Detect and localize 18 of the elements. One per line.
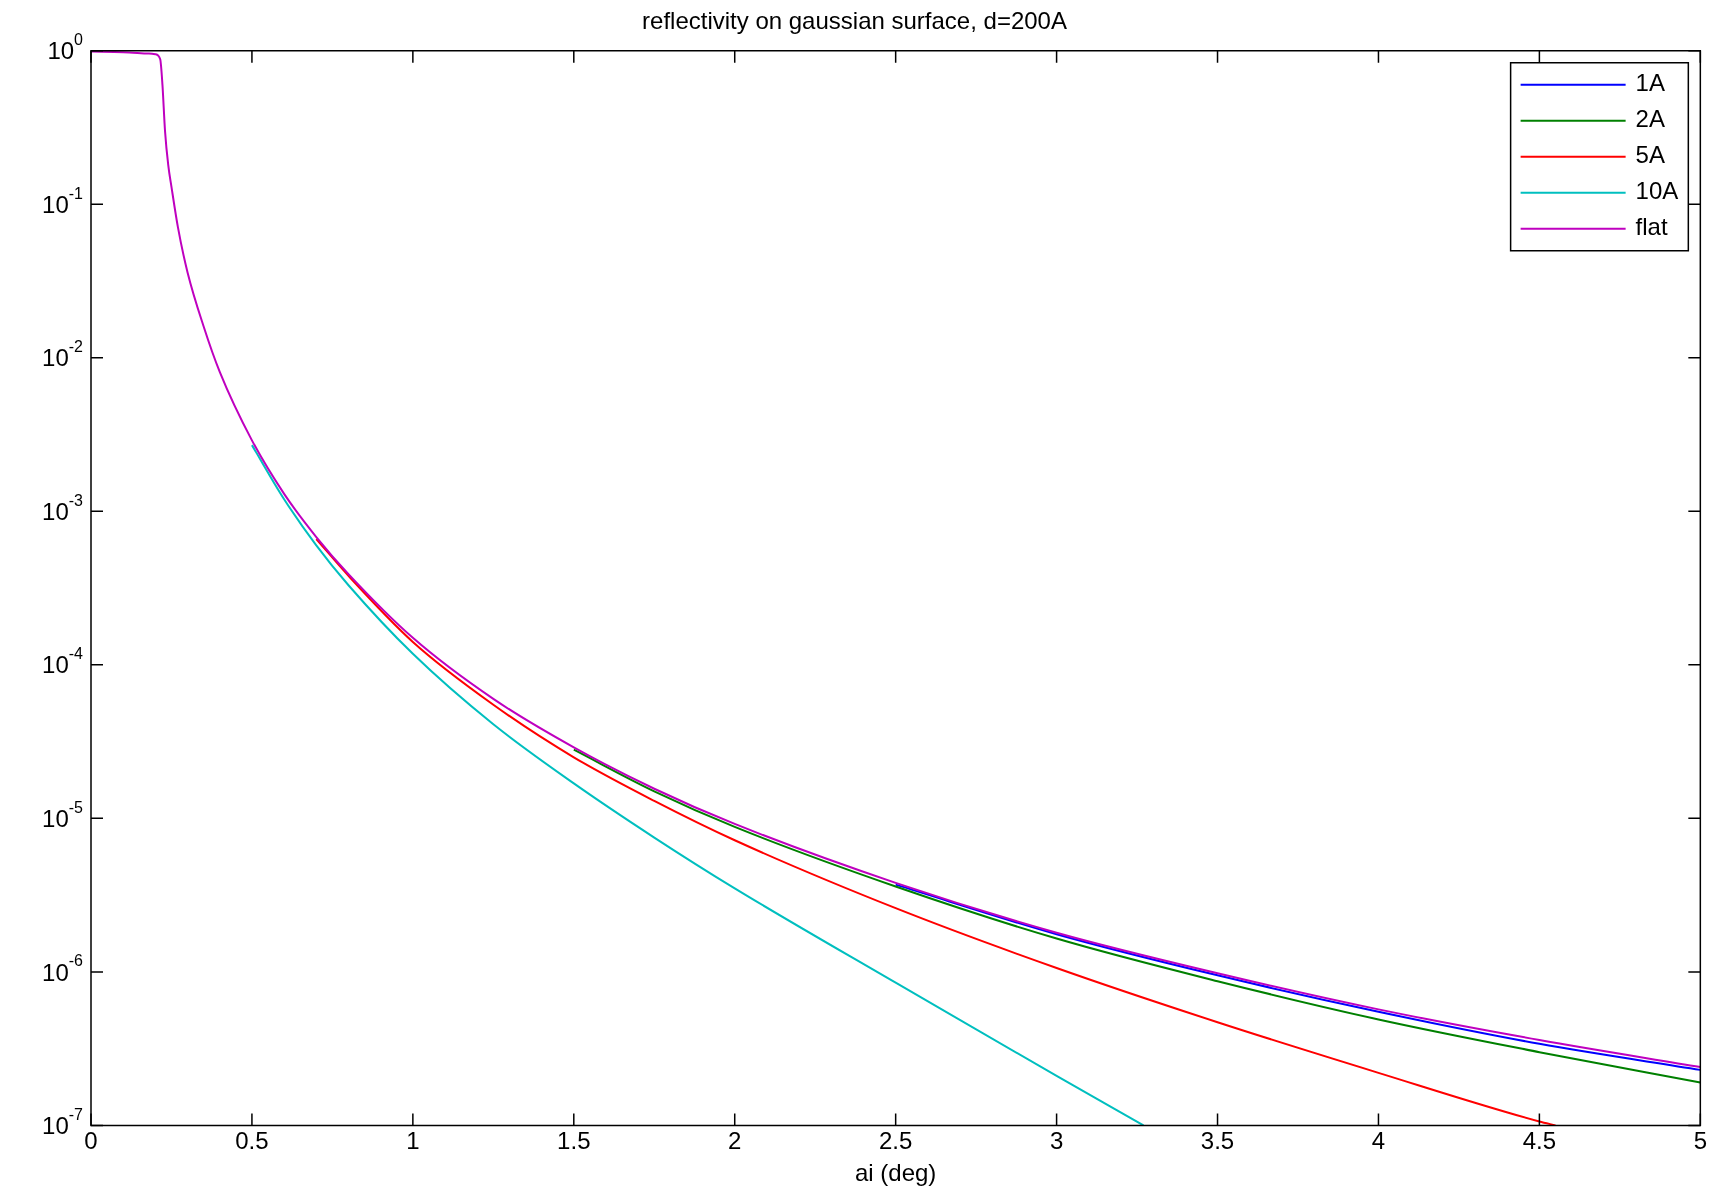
legend-label: 2A <box>1635 105 1665 133</box>
x-tick-label: 2 <box>728 1127 742 1155</box>
x-tick-label: 3.5 <box>1200 1127 1235 1155</box>
x-axis-title: ai (deg) <box>854 1159 937 1187</box>
x-tick-label: 3 <box>1049 1127 1064 1155</box>
x-tick-label: 4 <box>1371 1127 1386 1155</box>
legend-label: 1A <box>1635 69 1665 97</box>
x-tick-label: 1.5 <box>557 1127 591 1155</box>
legend-label: 5A <box>1635 141 1665 169</box>
x-tick-label: 2.5 <box>878 1127 913 1155</box>
x-tick-label: 0 <box>84 1127 98 1155</box>
legend-label: flat <box>1635 213 1668 241</box>
x-tick-label: 0.5 <box>235 1127 269 1155</box>
x-tick-label: 4.5 <box>1522 1127 1557 1155</box>
x-tick-label: 5 <box>1693 1127 1708 1155</box>
legend-label: 10A <box>1635 177 1679 205</box>
x-tick-label: 1 <box>406 1127 420 1155</box>
chart-title: reflectivity on gaussian surface, d=200A <box>642 7 1067 35</box>
